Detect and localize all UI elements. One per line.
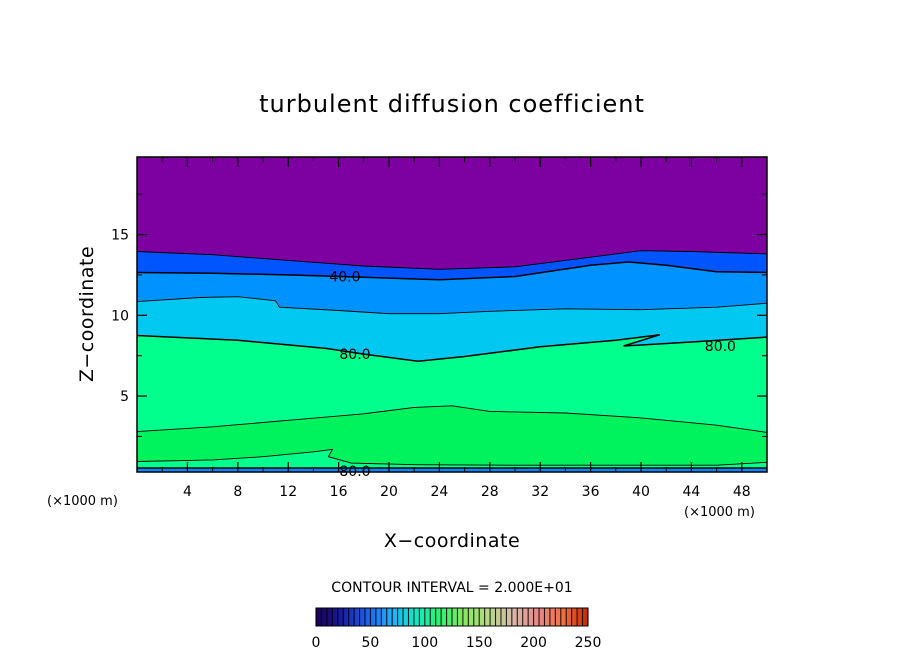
x-unit-right: (×1000 m) bbox=[684, 505, 755, 520]
y-tick-label-15: 15 bbox=[111, 228, 129, 244]
x-unit-left: (×1000 m) bbox=[47, 494, 118, 509]
x-tick-label-20: 20 bbox=[380, 484, 398, 500]
contour-interval-label: CONTOUR INTERVAL = 2.000E+01 bbox=[331, 580, 572, 596]
colorbar-tick-label-100: 100 bbox=[411, 635, 438, 651]
contour-line-40-1 bbox=[137, 261, 767, 281]
colorbar-tick-label-200: 200 bbox=[520, 635, 547, 651]
x-tick-label-16: 16 bbox=[330, 484, 348, 500]
colorbar-tick-label-250: 250 bbox=[575, 635, 602, 651]
y-axis-title: Z−coordinate bbox=[76, 246, 98, 382]
y-axis: 5 10 15 bbox=[111, 193, 767, 437]
contour-label-0: 40.0 bbox=[329, 270, 360, 286]
x-tick-label-36: 36 bbox=[582, 484, 600, 500]
contour-line-20-0 bbox=[137, 250, 767, 270]
x-tick-label-48: 48 bbox=[733, 484, 751, 500]
x-tick-label-44: 44 bbox=[682, 484, 700, 500]
colorbar-tick-label-50: 50 bbox=[361, 635, 379, 651]
y-tick-label-5: 5 bbox=[120, 389, 129, 405]
colorbar-tick-label-150: 150 bbox=[466, 635, 493, 651]
plot-frame bbox=[136, 156, 768, 473]
y-tick-label-10: 10 bbox=[111, 308, 129, 324]
x-tick-label-8: 8 bbox=[233, 484, 242, 500]
x-axis: 4 8 12 16 20 24 28 32 36 40 44 48 bbox=[161, 157, 751, 500]
contour-line-80-3 bbox=[137, 333, 767, 363]
x-tick-label-4: 4 bbox=[183, 484, 192, 500]
band-near-surface bbox=[137, 449, 767, 472]
colorbar-ticks: 0 50 100 150 200 250 bbox=[312, 635, 602, 651]
contour-line-100-4 bbox=[137, 405, 767, 433]
band-surface bbox=[137, 468, 767, 472]
contour-line-60-2 bbox=[137, 296, 767, 315]
contour-line-100-5 bbox=[137, 448, 767, 466]
contour-lines bbox=[137, 250, 767, 469]
chart-title: turbulent diffusion coefficient bbox=[259, 90, 645, 118]
x-tick-label-40: 40 bbox=[632, 484, 650, 500]
x-tick-label-32: 32 bbox=[531, 484, 549, 500]
colorbar bbox=[315, 607, 589, 627]
colorbar-tick-label-0: 0 bbox=[312, 635, 321, 651]
x-axis-title: X−coordinate bbox=[384, 530, 520, 552]
x-tick-label-24: 24 bbox=[430, 484, 448, 500]
contour-label-1: 80.0 bbox=[339, 347, 370, 363]
x-tick-label-12: 12 bbox=[279, 484, 297, 500]
x-tick-label-28: 28 bbox=[481, 484, 499, 500]
contour-label-2: 80.0 bbox=[705, 339, 736, 355]
colorbar-frame bbox=[315, 607, 589, 627]
contour-fill bbox=[137, 157, 767, 472]
